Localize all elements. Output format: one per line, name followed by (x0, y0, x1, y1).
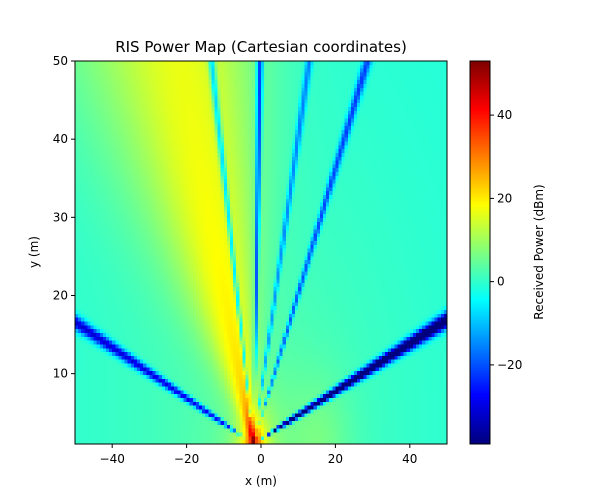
x-tick-label: 20 (328, 452, 343, 466)
x-tick-label: 0 (257, 452, 265, 466)
x-axis-label: x (m) (245, 474, 277, 488)
colorbar-tick-label: −20 (497, 358, 522, 372)
x-tick-label: 40 (402, 452, 417, 466)
y-axis: 10 20 30 40 50 (53, 54, 75, 381)
colorbar-tick-label: 40 (497, 108, 512, 122)
chart-title: RIS Power Map (Cartesian coordinates) (115, 38, 407, 56)
y-tick-label: 10 (53, 367, 68, 381)
y-tick-label: 40 (53, 132, 68, 146)
colorbar-label: Received Power (dBm) (532, 184, 546, 319)
colorbar: −20 0 20 40 (469, 60, 522, 445)
colorbar-frame (469, 60, 491, 445)
colorbar-gradient (470, 61, 490, 444)
heatmap-raster (75, 61, 447, 444)
y-tick-label: 50 (53, 54, 68, 68)
x-tick-label: −20 (174, 452, 199, 466)
colorbar-tick-label: 0 (497, 275, 505, 289)
y-tick-label: 20 (53, 288, 68, 302)
y-tick-label: 30 (53, 210, 68, 224)
heatmap-image (75, 61, 447, 444)
y-axis-label: y (m) (27, 236, 41, 268)
x-tick-label: −40 (100, 452, 125, 466)
colorbar-ticks: −20 0 20 40 (490, 108, 522, 372)
colorbar-tick-label: 20 (497, 191, 512, 205)
x-axis: −40 −20 0 20 40 (100, 444, 417, 466)
